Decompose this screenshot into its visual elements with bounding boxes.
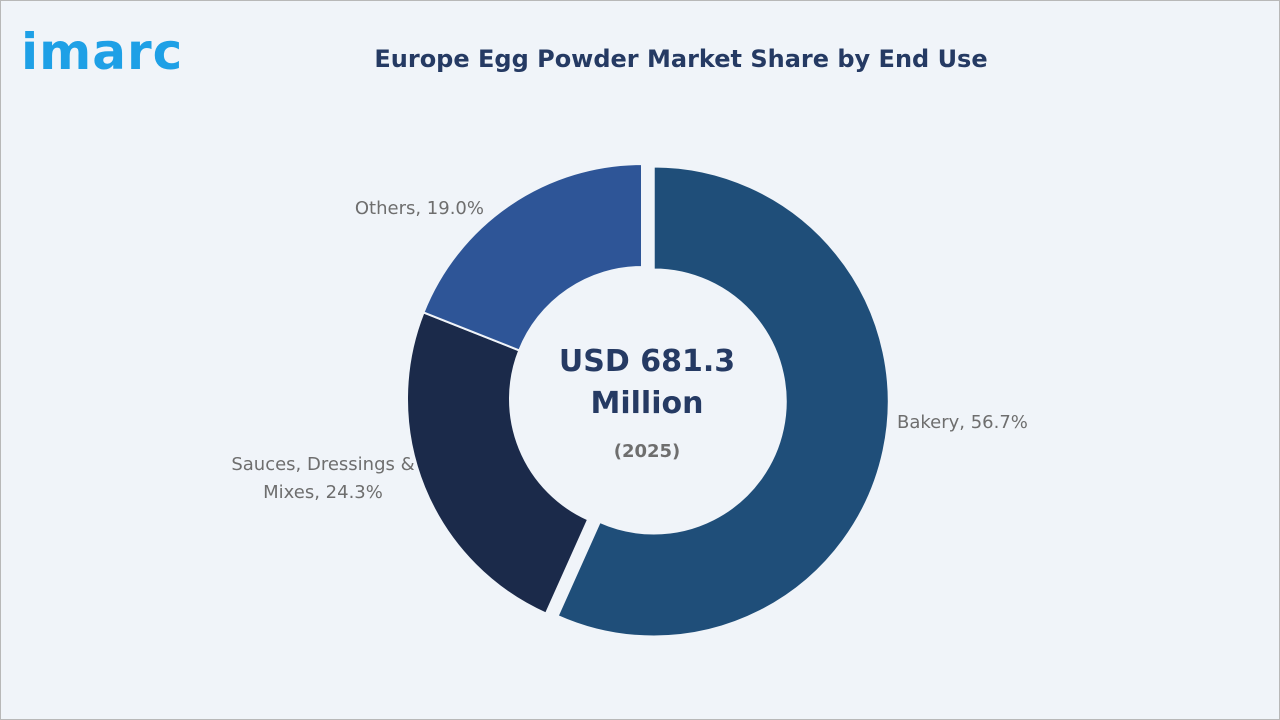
- logo: imarc: [21, 23, 184, 81]
- center-year: (2025): [613, 441, 681, 462]
- slice-label: Bakery, 56.7%: [897, 412, 1028, 433]
- slice-label: Others, 19.0%: [354, 198, 484, 219]
- slice-label: Sauces, Dressings & Mixes, 24.3%: [231, 454, 415, 503]
- center-value: USD 681.3 Million: [558, 344, 736, 421]
- donut-slice: [422, 162, 643, 352]
- donut-slice: [556, 165, 890, 638]
- donut-slice: [406, 311, 590, 615]
- chart-title: Europe Egg Powder Market Share by End Us…: [374, 45, 988, 73]
